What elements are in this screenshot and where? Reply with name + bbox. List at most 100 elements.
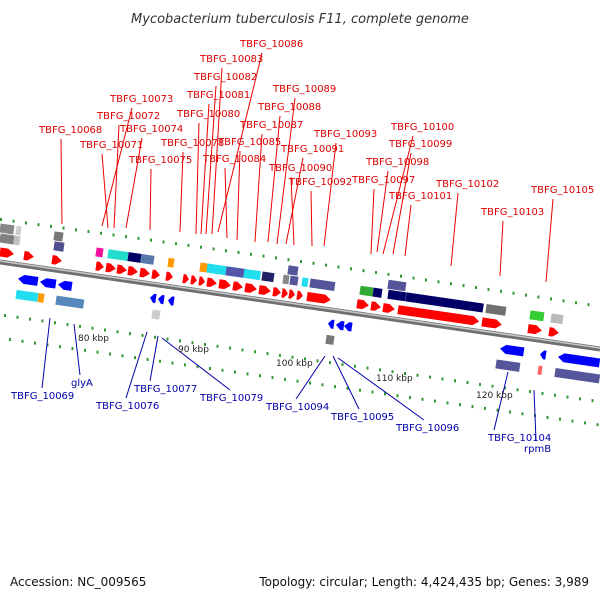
forward-gene-arrow [296,290,303,300]
gene-label[interactable]: TBFG_10074 [119,124,183,135]
scale-dot [212,247,215,251]
scale-dot [504,386,506,390]
forward-gene-arrow [116,264,127,274]
gene-label[interactable]: TBFG_10083 [199,54,263,65]
scale-dot [62,226,65,230]
scale-dot [0,218,2,221]
gene-label[interactable]: glyA [71,378,93,389]
gene-label[interactable]: TBFG_10076 [95,401,159,412]
scale-dot [275,256,277,260]
scale-dot [354,364,356,368]
scale-dot [121,354,124,358]
gene-arrow-forward [51,255,62,265]
gene-label[interactable]: TBFG_10090 [268,163,332,174]
scale-dot [550,297,552,301]
gene-block [261,271,275,283]
scale-dot [221,368,224,372]
gene-label[interactable]: TBFG_10085 [217,137,281,148]
label-leader-line [149,168,152,231]
gene-label[interactable]: TBFG_10078 [160,138,224,149]
scale-dot [16,315,19,319]
gene-arrow-forward [258,285,271,295]
label-leader-line [332,355,360,410]
gene-arrow-reverse [18,275,39,286]
gene-label[interactable]: TBFG_10072 [96,111,160,122]
gene-arrow-forward [382,303,395,313]
label-leader-line [337,357,425,421]
gene-label[interactable]: TBFG_10084 [202,154,266,165]
gene-block [387,279,407,292]
gene-label[interactable]: TBFG_10089 [272,84,336,95]
gene-label[interactable]: TBFG_10103 [480,207,544,218]
scale-label-120kbp: 120 kbp [476,391,513,401]
scale-dot [471,405,474,409]
gene-label[interactable]: TBFG_10096 [395,423,459,434]
gene-label[interactable]: TBFG_10091 [280,144,344,155]
gene-label[interactable]: TBFG_10098 [365,157,429,168]
gene-label[interactable]: TBFG_10075 [128,155,192,166]
genome-backbone-highlight [0,260,600,349]
gene-block [261,271,275,283]
scale-dot [229,346,231,350]
label-leader-line [205,85,217,235]
gene-arrow-forward [281,288,288,298]
gene-arrow-reverse [328,319,335,329]
label-leader-line [211,67,223,235]
scale-dot [346,386,349,390]
genome-summary-text: Topology: circular; Length: 4,424,435 bp… [258,575,589,589]
scale-dot [479,382,481,386]
gene-label[interactable]: TBFG_10105 [530,185,594,196]
scale-tick-marks [0,218,599,427]
gene-label[interactable]: TBFG_10073 [109,94,173,105]
gene-label[interactable]: TBFG_10095 [330,412,394,423]
gene-arrow-forward [182,274,189,284]
forward-gene-arrow [190,275,197,285]
gene-label[interactable]: TBFG_10077 [133,384,197,395]
accession-text: Accession: NC_009565 [10,575,146,589]
gene-label[interactable]: TBFG_10079 [199,393,263,404]
gene-label[interactable]: TBFG_10068 [38,125,102,136]
reverse-gene-arrow [58,280,73,291]
scale-dot [216,344,219,348]
gene-label[interactable]: TBFG_10086 [239,39,303,50]
gene-label[interactable]: TBFG_10080 [176,109,240,120]
scale-dot [250,252,252,256]
scale-dot [329,361,331,365]
gene-block [37,293,45,303]
gene-label[interactable]: TBFG_10101 [388,191,452,202]
gene-block [301,277,309,288]
gene-label[interactable]: TBFG_10082 [193,72,257,83]
scale-dot [37,223,40,227]
gene-label[interactable]: TBFG_10100 [390,122,454,133]
gene-block [127,252,142,263]
scale-dot [41,319,44,323]
forward-gene-arrow [281,288,288,298]
gene-label[interactable]: TBFG_10099 [388,139,452,150]
gene-arrow-reverse [540,350,547,360]
gene-label[interactable]: rpmB [524,444,551,455]
scale-dot [446,401,449,405]
gene-label[interactable]: TBFG_10102 [435,179,499,190]
gene-arrow-forward [165,271,173,281]
gene-label[interactable]: TBFG_10094 [265,402,329,413]
gene-label[interactable]: TBFG_10093 [313,129,377,140]
scale-dot [509,410,511,414]
scale-dot [87,230,90,234]
scale-dot [237,251,240,255]
gene-label[interactable]: TBFG_10071 [79,140,143,151]
gene-arrow-forward [548,327,559,337]
gene-label[interactable]: TBFG_10097 [351,175,415,186]
gene-label[interactable]: TBFG_10087 [239,120,303,131]
forward-gene-arrow [23,251,34,261]
scale-dot [362,269,365,273]
gene-label[interactable]: TBFG_10092 [288,177,352,188]
gene-block [95,247,104,258]
gene-block [359,285,374,297]
gene-label[interactable]: TBFG_10088 [257,102,321,113]
scale-dot [34,341,36,345]
gene-label[interactable]: TBFG_10104 [487,433,551,444]
gene-label[interactable]: TBFG_10081 [186,90,250,101]
label-leader-line [101,153,109,229]
gene-label[interactable]: TBFG_10069 [10,391,74,402]
